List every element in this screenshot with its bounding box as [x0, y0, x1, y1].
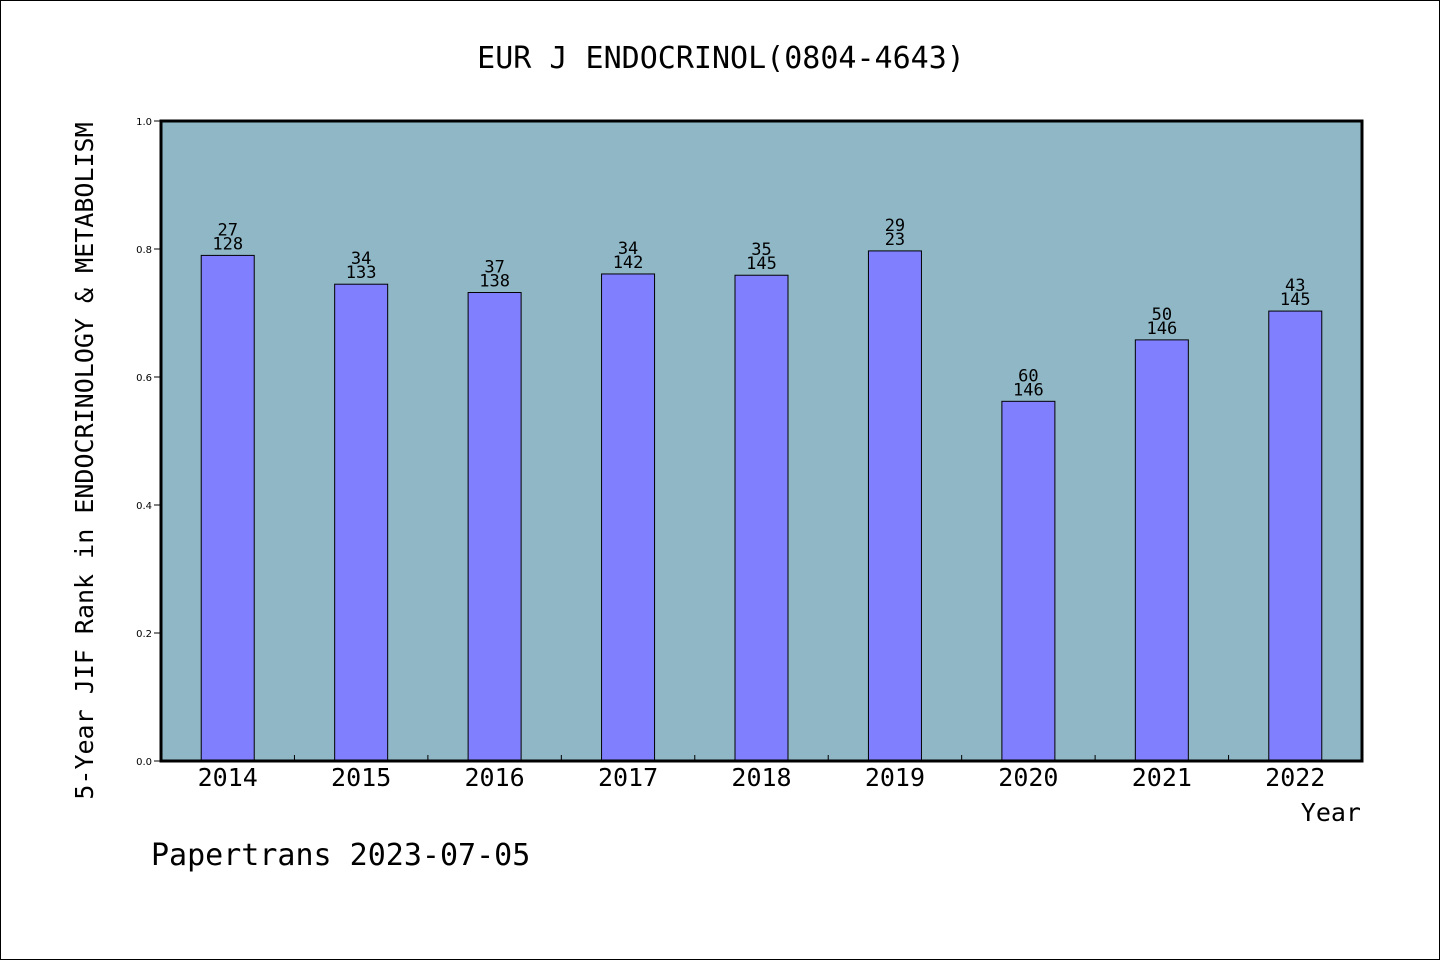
bar-rank-label: 35: [751, 240, 771, 260]
bar-total-label: 146: [1013, 380, 1044, 400]
bar-2019: [867, 250, 922, 762]
x-tick-label: 2021: [1132, 763, 1192, 792]
bar-rank-label: 50: [1152, 305, 1172, 325]
y-tick-label: 0.4: [136, 501, 152, 512]
bar-rank-label: 27: [217, 220, 237, 240]
bar-2022: [1268, 310, 1323, 762]
bar-total-label: 138: [479, 272, 510, 292]
bar-rank-label: 34: [618, 239, 638, 259]
bar-rank-label: 60: [1018, 366, 1038, 386]
x-tick-label: 2018: [731, 763, 791, 792]
bar-total-label: 145: [746, 254, 777, 274]
bar-total-label: 133: [346, 263, 377, 283]
y-axis: 0.0 0.2 0.4 0.6 0.8 1.0: [136, 117, 161, 768]
x-tick-label: 2016: [465, 763, 525, 792]
x-tick-label: 2019: [865, 763, 925, 792]
plot-border: [159, 119, 1364, 763]
x-tick-label: 2022: [1265, 763, 1325, 792]
chart-title: EUR J ENDOCRINOL(0804-4643): [477, 41, 965, 76]
bar-total-label: 145: [1280, 290, 1311, 310]
bar-rank-label: 43: [1285, 276, 1305, 296]
bar-rank-label: 34: [351, 249, 371, 269]
bar-2017: [601, 273, 656, 762]
y-tick-label: 0.0: [136, 757, 152, 768]
bar-total-label: 128: [212, 234, 243, 254]
y-tick-label: 1.0: [136, 117, 152, 128]
bar-total-label: 146: [1146, 319, 1177, 339]
x-axis-label: Year: [1301, 798, 1361, 827]
bar-2014: [200, 254, 255, 762]
x-tick-label: 2015: [331, 763, 391, 792]
bar-2015: [334, 283, 389, 762]
bar-2016: [467, 292, 522, 762]
bar-2021: [1134, 339, 1189, 762]
x-tick-label: 2014: [198, 763, 258, 792]
y-tick-label: 0.6: [136, 373, 152, 384]
bar-total-label: 142: [613, 253, 644, 273]
footer-text: Papertrans 2023-07-05: [151, 838, 530, 873]
bar-rank-label: 37: [484, 258, 504, 278]
bars-group: [200, 250, 1323, 762]
x-tick-label: 2017: [598, 763, 658, 792]
x-tick-label: 2020: [998, 763, 1058, 792]
y-axis-label: 5-Year JIF Rank in ENDOCRINOLOGY & METAB…: [70, 122, 99, 799]
x-axis: 2014 2015 2016 2017 2018 2019 2020 2021 2022: [198, 755, 1325, 792]
y-tick-label: 0.2: [136, 629, 152, 640]
bar-rank-label: 29: [885, 216, 905, 236]
bar-2020: [1001, 400, 1056, 762]
y-tick-label: 0.8: [136, 245, 152, 256]
bar-2018: [734, 274, 789, 762]
bar-total-label: 23: [885, 230, 905, 250]
